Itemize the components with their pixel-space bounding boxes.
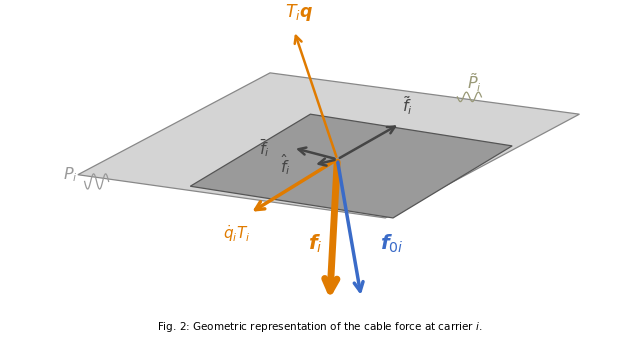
Text: Fig. 2: Geometric representation of the cable force at carrier $i$.: Fig. 2: Geometric representation of the … xyxy=(157,320,483,334)
Text: $\dot{q}_iT_i$: $\dot{q}_iT_i$ xyxy=(223,223,251,244)
Text: $\tilde{P}_i$: $\tilde{P}_i$ xyxy=(467,71,482,94)
Text: $\boldsymbol{f}_i$: $\boldsymbol{f}_i$ xyxy=(308,233,323,255)
Text: $\boldsymbol{f}_{0i}$: $\boldsymbol{f}_{0i}$ xyxy=(380,233,403,255)
Polygon shape xyxy=(190,114,512,218)
Text: $T_i\boldsymbol{q}$: $T_i\boldsymbol{q}$ xyxy=(285,2,313,23)
Text: $P_i$: $P_i$ xyxy=(63,165,77,184)
Text: $\tilde{f}_i$: $\tilde{f}_i$ xyxy=(402,94,413,117)
Polygon shape xyxy=(78,73,579,218)
Text: $\bar{f}_i$: $\bar{f}_i$ xyxy=(259,137,270,159)
Text: $\hat{f}_i$: $\hat{f}_i$ xyxy=(280,153,291,177)
